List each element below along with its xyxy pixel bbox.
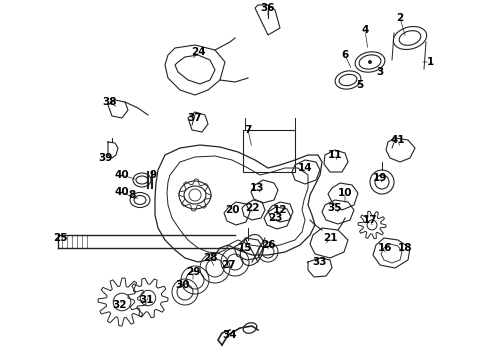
Text: 26: 26 xyxy=(261,240,275,250)
Text: 14: 14 xyxy=(298,163,312,173)
Text: 16: 16 xyxy=(378,243,392,253)
Text: 36: 36 xyxy=(261,3,275,13)
Text: 7: 7 xyxy=(245,125,252,135)
Text: 9: 9 xyxy=(149,170,157,180)
Text: 30: 30 xyxy=(176,280,190,290)
Text: 19: 19 xyxy=(373,173,387,183)
Text: 12: 12 xyxy=(273,205,287,215)
Text: 8: 8 xyxy=(128,190,136,200)
Text: 28: 28 xyxy=(203,253,217,263)
Text: 21: 21 xyxy=(323,233,337,243)
Text: 4: 4 xyxy=(361,25,368,35)
Text: 39: 39 xyxy=(98,153,112,163)
Text: 24: 24 xyxy=(191,47,205,57)
Text: 6: 6 xyxy=(342,50,348,60)
Text: 33: 33 xyxy=(313,257,327,267)
Bar xyxy=(243,130,295,172)
Circle shape xyxy=(368,60,372,64)
Text: 17: 17 xyxy=(363,215,377,225)
Text: 3: 3 xyxy=(376,67,384,77)
Text: 20: 20 xyxy=(225,205,239,215)
Text: 27: 27 xyxy=(220,260,235,270)
Text: 15: 15 xyxy=(238,243,252,253)
Text: 38: 38 xyxy=(103,97,117,107)
Text: 1: 1 xyxy=(426,57,434,67)
Text: 5: 5 xyxy=(356,80,364,90)
Text: 11: 11 xyxy=(328,150,342,160)
Text: 41: 41 xyxy=(391,135,405,145)
Text: 23: 23 xyxy=(268,213,282,223)
Text: 29: 29 xyxy=(186,267,200,277)
Text: 31: 31 xyxy=(140,295,154,305)
Text: 18: 18 xyxy=(398,243,412,253)
Text: 10: 10 xyxy=(338,188,352,198)
Text: 13: 13 xyxy=(250,183,264,193)
Text: 35: 35 xyxy=(328,203,342,213)
Text: 40: 40 xyxy=(115,170,129,180)
Text: 37: 37 xyxy=(188,113,202,123)
Text: 22: 22 xyxy=(245,203,259,213)
Text: 34: 34 xyxy=(222,330,237,340)
Text: 40: 40 xyxy=(115,187,129,197)
Text: 2: 2 xyxy=(396,13,404,23)
Text: 32: 32 xyxy=(113,300,127,310)
Text: 25: 25 xyxy=(53,233,67,243)
